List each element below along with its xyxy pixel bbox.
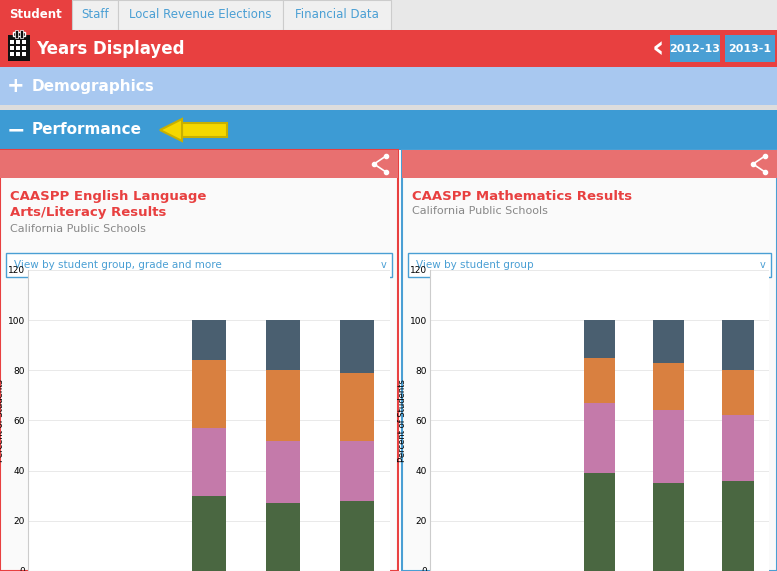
Bar: [72, 0, 118, 30]
Bar: [193, 428, 225, 496]
Bar: [0, 30, 777, 67]
Bar: [22, 52, 26, 56]
Bar: [22, 40, 26, 44]
Text: −: −: [7, 120, 26, 140]
Bar: [584, 358, 615, 403]
Bar: [16, 46, 20, 50]
Bar: [0, 67, 777, 105]
Text: California Public Schools: California Public Schools: [10, 224, 146, 234]
Bar: [16, 40, 20, 44]
Bar: [182, 123, 227, 137]
Bar: [10, 40, 14, 44]
Bar: [653, 363, 685, 411]
Text: CAASPP Mathematics Results: CAASPP Mathematics Results: [412, 190, 632, 203]
Text: View by student group: View by student group: [416, 260, 534, 270]
Bar: [584, 403, 615, 473]
Bar: [723, 320, 754, 371]
Bar: [283, 0, 391, 30]
Text: Performance: Performance: [32, 123, 142, 138]
Bar: [584, 473, 615, 571]
Text: 2012-13: 2012-13: [670, 43, 720, 54]
Bar: [10, 46, 14, 50]
Bar: [340, 441, 374, 501]
Y-axis label: Percent of Students: Percent of Students: [398, 379, 407, 462]
Bar: [6, 253, 392, 277]
Bar: [0, 150, 398, 178]
Text: Years Displayed: Years Displayed: [36, 39, 184, 58]
Bar: [0, 105, 777, 110]
Bar: [725, 35, 775, 62]
Y-axis label: Percent of Students: Percent of Students: [0, 379, 5, 462]
Bar: [16, 52, 20, 56]
Bar: [584, 320, 615, 358]
Text: +: +: [7, 76, 25, 96]
Bar: [723, 481, 754, 571]
Text: v: v: [760, 260, 766, 270]
Text: Financial Data: Financial Data: [295, 9, 379, 22]
Bar: [118, 0, 283, 30]
Bar: [653, 483, 685, 571]
Text: Demographics: Demographics: [32, 78, 155, 94]
Bar: [340, 320, 374, 373]
Bar: [20, 30, 23, 38]
Bar: [193, 320, 225, 360]
Bar: [0, 0, 777, 30]
Bar: [723, 371, 754, 416]
Bar: [193, 360, 225, 428]
Text: ‹: ‹: [652, 34, 664, 63]
Bar: [653, 411, 685, 483]
Bar: [340, 373, 374, 441]
Bar: [670, 35, 720, 62]
Text: Student: Student: [9, 9, 62, 22]
Bar: [340, 501, 374, 571]
Bar: [0, 150, 398, 571]
Bar: [0, 0, 72, 30]
Bar: [267, 503, 300, 571]
Bar: [267, 441, 300, 503]
Text: CAASPP English Language: CAASPP English Language: [10, 190, 207, 203]
Bar: [0, 110, 777, 150]
Text: Staff: Staff: [81, 9, 109, 22]
Polygon shape: [160, 119, 182, 141]
Bar: [723, 416, 754, 481]
Bar: [402, 150, 777, 178]
Bar: [8, 35, 30, 61]
Bar: [15, 30, 18, 38]
Bar: [653, 320, 685, 363]
Bar: [10, 52, 14, 56]
Bar: [193, 496, 225, 571]
Bar: [408, 253, 771, 277]
Text: Local Revenue Elections: Local Revenue Elections: [129, 9, 272, 22]
Text: v: v: [382, 260, 387, 270]
Bar: [22, 46, 26, 50]
Bar: [267, 320, 300, 371]
Text: View by student group, grade and more: View by student group, grade and more: [14, 260, 221, 270]
Text: California Public Schools: California Public Schools: [412, 206, 548, 216]
Text: Arts/Literacy Results: Arts/Literacy Results: [10, 206, 166, 219]
Text: 2013-1: 2013-1: [729, 43, 772, 54]
Bar: [267, 371, 300, 441]
Bar: [13, 32, 25, 36]
Bar: [402, 150, 777, 571]
